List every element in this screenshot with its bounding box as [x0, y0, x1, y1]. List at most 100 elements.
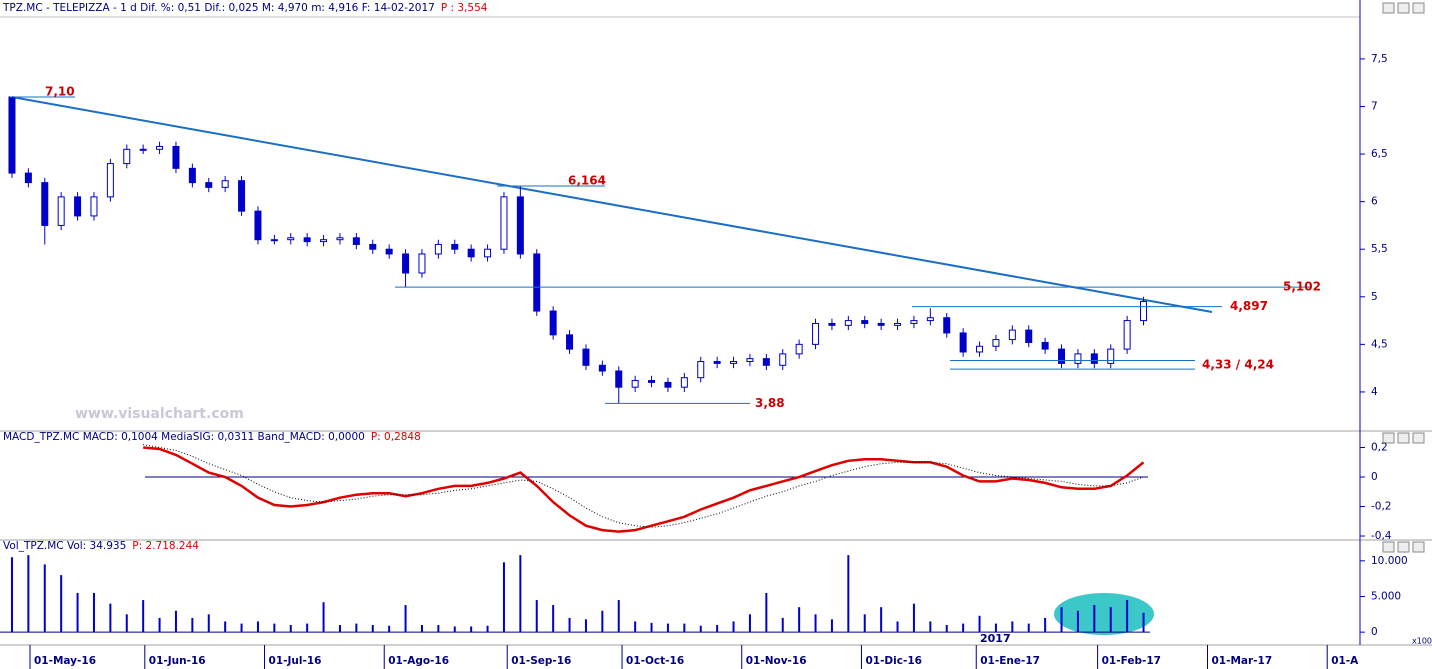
volume-bar: [716, 625, 719, 633]
volume-bar: [994, 623, 997, 633]
candle-body: [533, 253, 541, 312]
volume-bar: [732, 621, 735, 633]
volume-bar: [519, 555, 522, 633]
volume-bar: [945, 625, 948, 633]
button[interactable]: [1382, 2, 1395, 14]
candle-body: [861, 320, 869, 324]
panel-title: Vol_TPZ.MC Vol: 34.935 P: 2.718.244: [3, 540, 199, 552]
button[interactable]: [1382, 432, 1395, 444]
candle-body: [1107, 348, 1115, 364]
y-tick-label: 0: [1371, 471, 1378, 483]
x-tick-label: 01-A: [1331, 655, 1359, 667]
window-buttons[interactable]: [1382, 2, 1425, 553]
candle-body: [1123, 320, 1131, 350]
volume-bar: [76, 592, 79, 633]
y-tick-label: 5,5: [1371, 243, 1388, 255]
button[interactable]: [1412, 432, 1425, 444]
y-tick-label: 0,2: [1371, 442, 1388, 454]
candle-body: [106, 163, 114, 198]
candle-body: [762, 358, 770, 366]
volume-bar: [404, 605, 407, 633]
candle-body: [697, 360, 705, 379]
candle-body: [352, 237, 360, 245]
title: Vol_TPZ.MC Vol: 34.935: [3, 540, 126, 552]
volume-bar: [1027, 623, 1030, 633]
volume-bar: [224, 621, 227, 633]
volume-bar: [322, 602, 325, 633]
year-label: 2017: [980, 632, 1011, 645]
button[interactable]: [1397, 541, 1410, 553]
x-tick-label: 01-Jul-16: [269, 655, 322, 667]
volume-bar: [92, 592, 95, 633]
title-extra: P: 0,2848: [371, 431, 421, 443]
volume-bar: [371, 625, 374, 633]
candle-body: [894, 322, 902, 326]
volume-bar: [814, 614, 817, 633]
volume-bar: [683, 623, 686, 633]
candle-body: [139, 148, 147, 151]
volume-bar: [1109, 607, 1112, 633]
candle-body: [976, 345, 984, 353]
candle-body: [434, 243, 442, 255]
candle-body: [795, 343, 803, 355]
level-label: 4,33 / 4,24: [1202, 357, 1274, 371]
candle-body: [926, 317, 934, 322]
volume-bar: [896, 621, 899, 633]
candle-body: [484, 248, 492, 258]
candle-body: [631, 380, 639, 388]
unit-label: x100: [1412, 637, 1432, 646]
volume-bar: [912, 603, 915, 633]
button[interactable]: [1397, 2, 1410, 14]
button[interactable]: [1412, 2, 1425, 14]
candle-body: [57, 196, 65, 226]
volume-bar: [1076, 610, 1079, 633]
candle-body: [648, 380, 656, 383]
volume-bar: [60, 575, 63, 633]
volume-bar: [338, 625, 341, 633]
level-label: 5,102: [1283, 280, 1321, 294]
candle-body: [812, 322, 820, 345]
volume-bar: [420, 625, 423, 633]
x-tick-label: 01-Oct-16: [626, 655, 684, 667]
y-tick-label: 7,5: [1371, 53, 1388, 65]
candle-body: [664, 381, 672, 388]
candle-body: [1025, 329, 1033, 343]
y-tick-label: 10.000: [1371, 555, 1408, 567]
candle-body: [713, 360, 721, 364]
candle-body: [467, 248, 475, 258]
volume-bar: [1044, 617, 1047, 633]
x-tick-label: 01-Feb-17: [1102, 655, 1161, 667]
volume-bar: [568, 617, 571, 633]
volume-bar: [306, 623, 309, 633]
volume-bar: [666, 623, 669, 633]
candle-body: [1058, 348, 1066, 364]
candle-body: [90, 196, 98, 217]
volume-bar: [765, 592, 768, 633]
y-tick-label: 6: [1371, 196, 1378, 208]
candle-body: [238, 180, 246, 212]
button[interactable]: [1412, 541, 1425, 553]
x-tick-label: 01-May-16: [34, 655, 96, 667]
volume-bar: [27, 555, 30, 633]
button[interactable]: [1382, 541, 1395, 553]
volume-bar: [650, 622, 653, 633]
volume-bar: [10, 557, 13, 633]
volume-bar: [634, 621, 637, 633]
volume-bar: [830, 619, 833, 633]
volume-bar: [289, 625, 292, 633]
watermark: www.visualchart.com: [75, 406, 244, 422]
candle-body: [205, 182, 213, 188]
button[interactable]: [1397, 432, 1410, 444]
y-tick-label: 5: [1371, 291, 1378, 303]
volume-bar: [601, 610, 604, 633]
level-label: 6,164: [568, 174, 606, 188]
candle-body: [172, 145, 180, 169]
candle-body: [287, 237, 295, 241]
highlight: [1054, 593, 1154, 635]
candle-body: [336, 237, 344, 241]
candle-body: [123, 148, 131, 165]
x-tick-label: 01-Ago-16: [388, 655, 449, 667]
macd-line: [143, 444, 1144, 528]
candle-body: [943, 317, 951, 334]
volume-bar: [552, 605, 555, 633]
